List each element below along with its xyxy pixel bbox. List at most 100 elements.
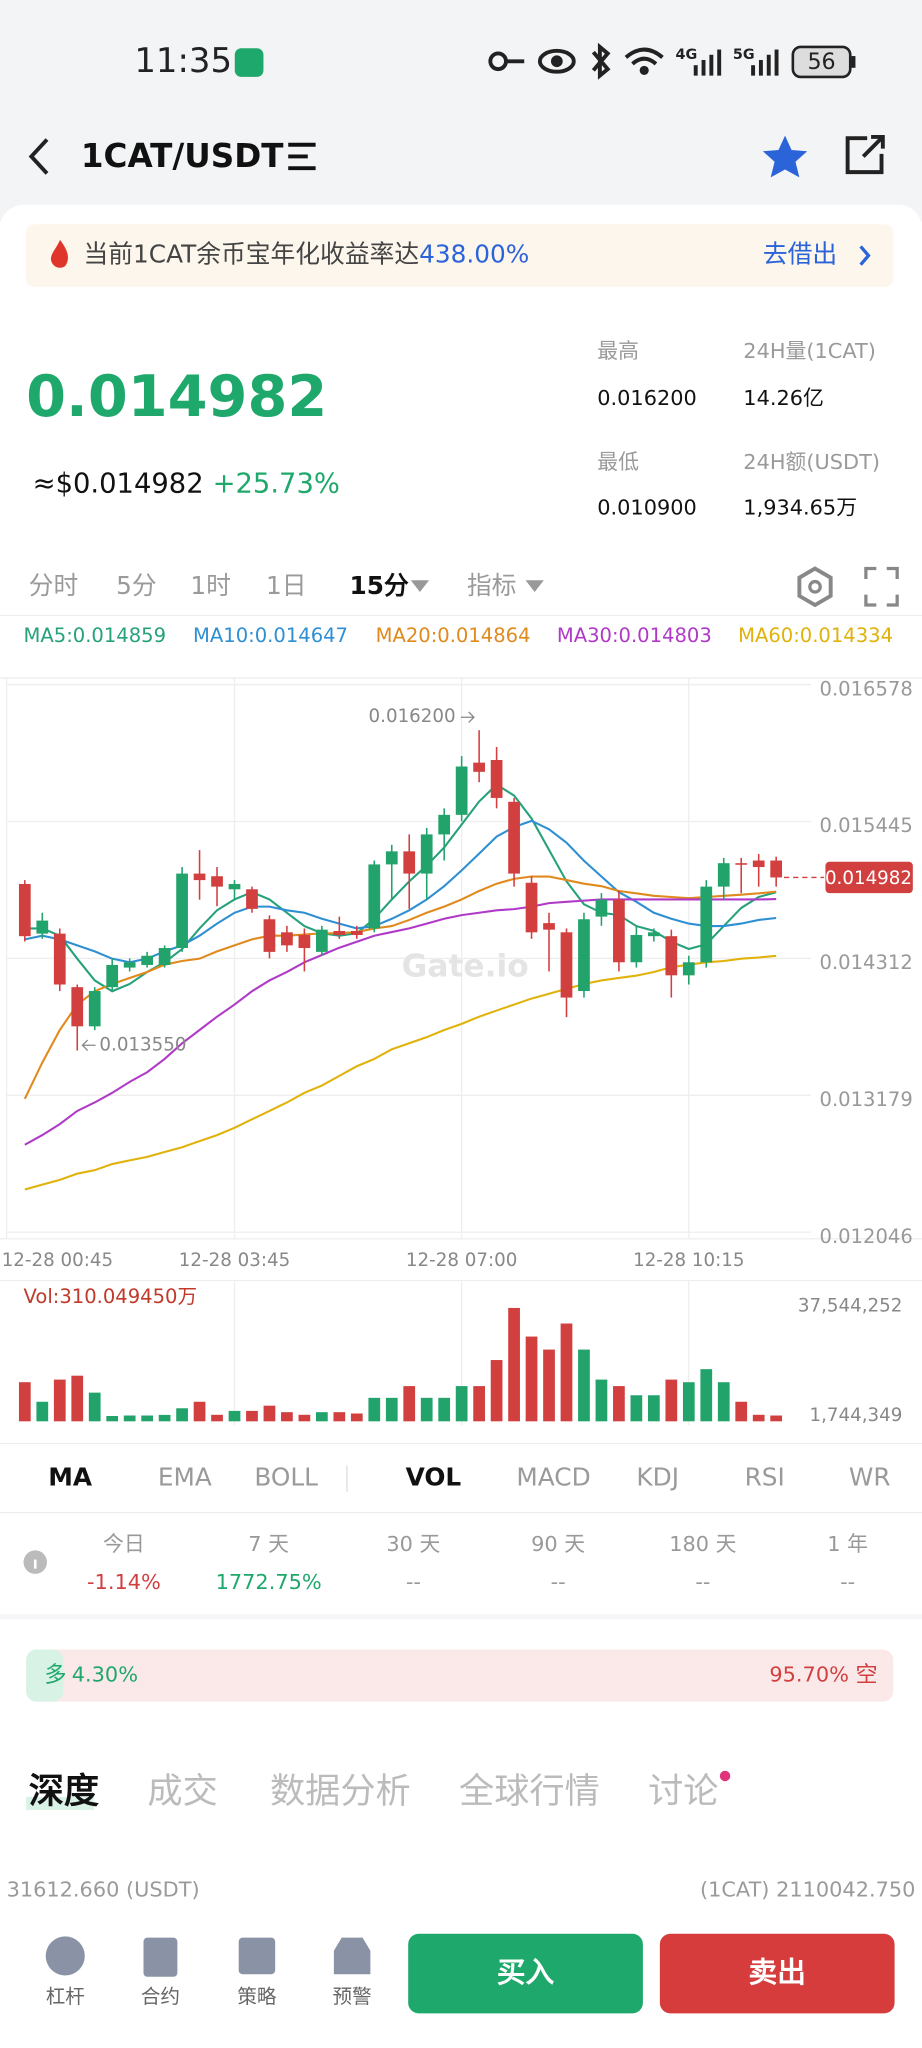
x-tick-label: 12-28 07:00: [406, 1250, 517, 1271]
short-label: 空: [855, 1662, 877, 1688]
candle-body: [53, 933, 66, 985]
nav-label[interactable]: 预警: [333, 1985, 372, 2008]
y-tick-label: 0.012046: [820, 1225, 913, 1248]
candle-body: [123, 962, 136, 968]
usd-price: ≈$0.014982: [33, 469, 204, 500]
nav-label[interactable]: 合约: [141, 1985, 180, 2008]
y-tick-label: 0.016578: [820, 677, 913, 700]
nav-label[interactable]: 杠杆: [46, 1985, 85, 2008]
volume-bar: [735, 1401, 748, 1422]
network-label: 5G: [733, 47, 755, 63]
indicator-option[interactable]: BOLL: [254, 1463, 318, 1492]
banner-action[interactable]: 去借出: [763, 240, 837, 269]
candle-body: [665, 936, 678, 976]
volume-bar: [455, 1386, 468, 1422]
candle-body: [578, 919, 590, 992]
period-label: 今日: [103, 1532, 145, 1556]
volume-bar: [403, 1386, 416, 1422]
nav-label[interactable]: 策略: [237, 1985, 277, 2008]
depth-right: (1CAT) 2110042.750: [700, 1878, 915, 1902]
period-change: 1772.75%: [216, 1570, 322, 1594]
volume-bar: [613, 1386, 625, 1422]
favorite-star[interactable]: [762, 135, 808, 178]
legend-entry: MA20:0.014864: [376, 624, 531, 647]
banner[interactable]: [26, 224, 894, 287]
sell-button[interactable]: [659, 1933, 895, 2014]
volume-bar: [420, 1397, 433, 1422]
volume-bar: [71, 1375, 84, 1422]
sell-label[interactable]: 卖出: [749, 1955, 806, 1989]
section-tab[interactable]: 数据分析: [270, 1771, 411, 1812]
volume-bar: [543, 1349, 555, 1422]
candle-body: [228, 883, 241, 890]
low-label: 0.013550: [99, 1034, 186, 1055]
volume-bar: [560, 1323, 573, 1422]
interval-tab[interactable]: 分时: [29, 571, 79, 600]
volume-bar: [368, 1397, 381, 1422]
indicator-option[interactable]: WR: [849, 1463, 891, 1492]
banner-text: 当前1CAT余币宝年化收益率达438.00%: [84, 240, 530, 269]
active-tab-highlight: [26, 1796, 94, 1810]
fullscreen-icon[interactable]: [864, 566, 899, 607]
pair-title[interactable]: 1CAT/USDT: [81, 137, 284, 175]
volume-bar: [665, 1379, 678, 1422]
candle-body: [106, 964, 119, 988]
watermark: Gate.io: [402, 949, 529, 985]
battery-level: 56: [807, 49, 835, 75]
top-bg: [0, 0, 922, 222]
section-tab[interactable]: 深度: [29, 1771, 100, 1812]
candle-body: [735, 863, 748, 865]
candle-body: [211, 876, 223, 887]
indicator-option[interactable]: VOL: [406, 1463, 462, 1492]
indicator-option[interactable]: MACD: [516, 1463, 590, 1492]
indicator-option[interactable]: EMA: [158, 1463, 212, 1492]
interval-tab-active[interactable]: 15分: [350, 571, 409, 600]
x-tick-label: 12-28 10:15: [633, 1250, 744, 1271]
status-icons: [488, 42, 664, 80]
indicator-option[interactable]: MA: [48, 1463, 93, 1492]
buy-label[interactable]: 买入: [497, 1955, 555, 1989]
stat-value: 0.016200: [597, 386, 697, 410]
settings-icon[interactable]: [797, 566, 833, 608]
candle-body: [613, 899, 625, 963]
indicator-tab[interactable]: 指标: [467, 571, 517, 600]
volume-bar: [193, 1401, 206, 1422]
volume-bar: [647, 1395, 660, 1422]
pair-menu-icon[interactable]: [288, 142, 316, 171]
section-tab[interactable]: 讨论: [648, 1771, 718, 1812]
volume-bar: [770, 1415, 783, 1422]
volume-bar: [158, 1414, 171, 1422]
volume-bar: [88, 1392, 101, 1422]
period-change: --: [840, 1570, 855, 1594]
volume-bar: [298, 1414, 311, 1422]
back-button[interactable]: [28, 138, 49, 175]
section-tab[interactable]: 全球行情: [459, 1771, 600, 1812]
section-tab[interactable]: 成交: [147, 1771, 217, 1812]
long-short-ratio: 多 4.30% 95.70% 空: [26, 1649, 894, 1702]
interval-tab[interactable]: 5分: [116, 571, 157, 600]
share-icon[interactable]: [845, 134, 885, 175]
candle-body: [752, 860, 765, 868]
interval-tab[interactable]: 1日: [266, 571, 307, 600]
buy-button[interactable]: [408, 1933, 643, 2014]
last-price-label: 0.014982: [825, 868, 912, 889]
short-bar: [26, 1649, 894, 1702]
interval-tab[interactable]: 1时: [190, 571, 231, 600]
indicator-option[interactable]: KDJ: [636, 1463, 679, 1492]
banner-chevron: [859, 245, 871, 266]
period-label: 7 天: [248, 1532, 289, 1556]
y-tick-label: 0.013179: [820, 1088, 913, 1111]
candle-body: [490, 759, 503, 798]
candle-body: [647, 932, 660, 937]
candle-body: [508, 801, 520, 874]
candle-body: [350, 930, 363, 935]
candle-body: [473, 762, 485, 772]
candle-body: [368, 864, 381, 929]
indicator-option[interactable]: RSI: [745, 1463, 785, 1492]
candle-body: [263, 919, 276, 952]
volume-bar: [525, 1336, 538, 1422]
x-tick-label: 12-28 03:45: [179, 1250, 290, 1271]
candle-body: [525, 882, 538, 933]
